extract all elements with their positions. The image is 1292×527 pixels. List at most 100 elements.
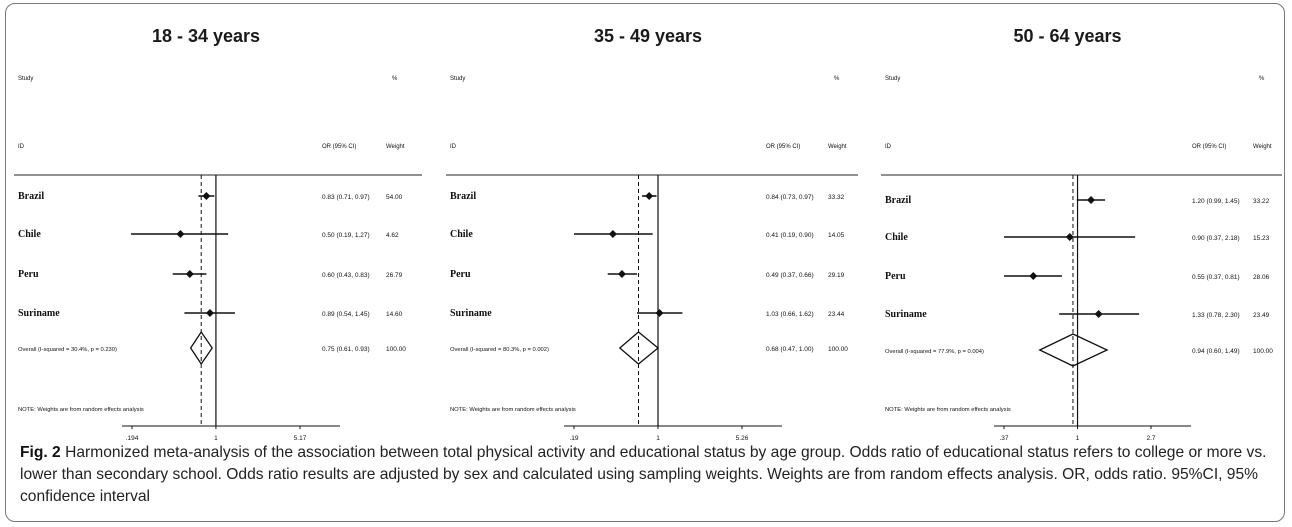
weight-chile: 15.23 [1253, 235, 1270, 242]
forest-plot-50-64: 50 - 64 years Study ID% OR (95% CI) Weight Br… [881, 20, 1286, 442]
overall-label: Overall (I-squared = 77.9%, p = 0.004) [885, 349, 984, 355]
point-estimate-chile [608, 230, 617, 238]
footnote: NOTE: Weights are from random effects an… [450, 407, 576, 413]
x-tick-label: 2.7 [1146, 435, 1155, 442]
header-study: Study [885, 76, 900, 82]
study-label-suriname: Suriname [450, 308, 492, 319]
study-label-suriname: Suriname [18, 308, 60, 319]
x-tick-label: 1 [1076, 435, 1080, 442]
overall-or-text: 0.94 (0.60, 1.49) [1192, 348, 1240, 355]
figure-frame: 18 - 34 years Study ID% OR (95% CI) Weight Br… [5, 3, 1285, 522]
weight-peru: 29.19 [828, 272, 845, 279]
weight-suriname: 14.60 [386, 311, 403, 318]
study-label-brazil: Brazil [450, 191, 476, 202]
header-id: ID [18, 144, 25, 150]
point-estimate-peru [1029, 272, 1038, 280]
forest-plot-35-49: 35 - 49 years Study ID% OR (95% CI) Weight Br… [446, 20, 862, 442]
or-text-suriname: 1.33 (0.78, 2.30) [1192, 312, 1240, 319]
weight-brazil: 33.22 [1253, 198, 1270, 205]
x-tick-label: .19 [569, 435, 578, 442]
header-percent: % [1259, 76, 1265, 82]
header-percent: % [834, 76, 840, 82]
overall-diamond [1038, 333, 1109, 367]
point-estimate-brazil [1087, 196, 1096, 204]
point-estimate-brazil [202, 192, 211, 200]
header-weight: Weight [1253, 144, 1272, 150]
overall-weight: 100.00 [828, 346, 848, 353]
study-label-brazil: Brazil [18, 191, 44, 202]
study-label-peru: Peru [450, 269, 471, 280]
forest-plot-svg: 35 - 49 years Study ID% OR (95% CI) Weight Br… [446, 26, 858, 442]
panel-title: 35 - 49 years [594, 26, 702, 46]
study-label-peru: Peru [18, 269, 39, 280]
x-tick-label: .37 [999, 435, 1008, 442]
header-or: OR (95% CI) [1192, 144, 1226, 150]
caption-label: Fig. 2 [20, 444, 61, 461]
overall-label: Overall (I-squared = 30.4%, p = 0.230) [18, 347, 117, 353]
overall-diamond [618, 331, 660, 365]
header-study: Study [450, 76, 465, 82]
header-or: OR (95% CI) [766, 144, 800, 150]
or-text-brazil: 1.20 (0.99, 1.45) [1192, 198, 1240, 205]
weight-chile: 14.05 [828, 232, 845, 239]
study-label-peru: Peru [885, 271, 906, 282]
study-label-chile: Chile [18, 229, 41, 240]
study-label-chile: Chile [450, 229, 473, 240]
point-estimate-suriname [1094, 310, 1103, 318]
point-estimate-suriname [655, 309, 664, 317]
weight-suriname: 23.44 [828, 311, 845, 318]
forest-plot-svg: 50 - 64 years Study ID% OR (95% CI) Weight Br… [881, 26, 1282, 442]
or-text-suriname: 1.03 (0.66, 1.62) [766, 311, 814, 318]
overall-weight: 100.00 [386, 346, 406, 353]
weight-peru: 26.79 [386, 272, 403, 279]
weight-peru: 28.06 [1253, 274, 1270, 281]
x-tick-label: 1 [656, 435, 660, 442]
caption-text: Harmonized meta-analysis of the associat… [20, 444, 1267, 505]
point-estimate-peru [617, 270, 626, 278]
overall-diamond [189, 330, 213, 366]
point-estimate-suriname [205, 309, 214, 317]
header-weight: Weight [828, 144, 847, 150]
or-text-peru: 0.55 (0.37, 0.81) [1192, 274, 1240, 281]
overall-weight: 100.00 [1253, 348, 1273, 355]
header-percent: % [392, 76, 398, 82]
or-text-brazil: 0.84 (0.73, 0.97) [766, 194, 814, 201]
point-estimate-brazil [645, 192, 654, 200]
point-estimate-peru [185, 270, 194, 278]
header-or: OR (95% CI) [322, 144, 356, 150]
x-tick-label: 5.17 [294, 435, 307, 442]
point-estimate-chile [176, 230, 185, 238]
footnote: NOTE: Weights are from random effects an… [885, 407, 1011, 413]
overall-or-text: 0.75 (0.61, 0.93) [322, 346, 370, 353]
point-estimate-chile [1065, 233, 1074, 241]
figure-caption: Fig. 2 Harmonized meta-analysis of the a… [20, 442, 1282, 508]
footnote: NOTE: Weights are from random effects an… [18, 407, 144, 413]
header-study: Study [18, 76, 33, 82]
weight-chile: 4.62 [386, 232, 399, 239]
overall-label: Overall (I-squared = 80.3%, p = 0.002) [450, 347, 549, 353]
study-label-suriname: Suriname [885, 309, 927, 320]
x-tick-label: 5.26 [736, 435, 749, 442]
study-label-chile: Chile [885, 232, 908, 243]
panel-title: 50 - 64 years [1013, 26, 1121, 46]
forest-plot-18-34: 18 - 34 years Study ID% OR (95% CI) Weight Br… [14, 20, 426, 442]
header-weight: Weight [386, 144, 405, 150]
weight-brazil: 54.00 [386, 194, 403, 201]
or-text-peru: 0.60 (0.43, 0.83) [322, 272, 370, 279]
or-text-peru: 0.49 (0.37, 0.66) [766, 272, 814, 279]
or-text-chile: 0.41 (0.19, 0.90) [766, 232, 814, 239]
or-text-suriname: 0.89 (0.54, 1.45) [322, 311, 370, 318]
weight-brazil: 33.32 [828, 194, 845, 201]
x-tick-label: 1 [214, 435, 218, 442]
overall-or-text: 0.68 (0.47, 1.00) [766, 346, 814, 353]
study-label-brazil: Brazil [885, 195, 911, 206]
header-id: ID [885, 144, 892, 150]
or-text-chile: 0.90 (0.37, 2.18) [1192, 235, 1240, 242]
header-id: ID [450, 144, 457, 150]
forest-plot-svg: 18 - 34 years Study ID% OR (95% CI) Weight Br… [14, 26, 422, 442]
panel-title: 18 - 34 years [152, 26, 260, 46]
or-text-brazil: 0.83 (0.71, 0.97) [322, 194, 370, 201]
x-tick-label: .194 [126, 435, 139, 442]
or-text-chile: 0.50 (0.19, 1.27) [322, 232, 370, 239]
weight-suriname: 23.49 [1253, 312, 1270, 319]
